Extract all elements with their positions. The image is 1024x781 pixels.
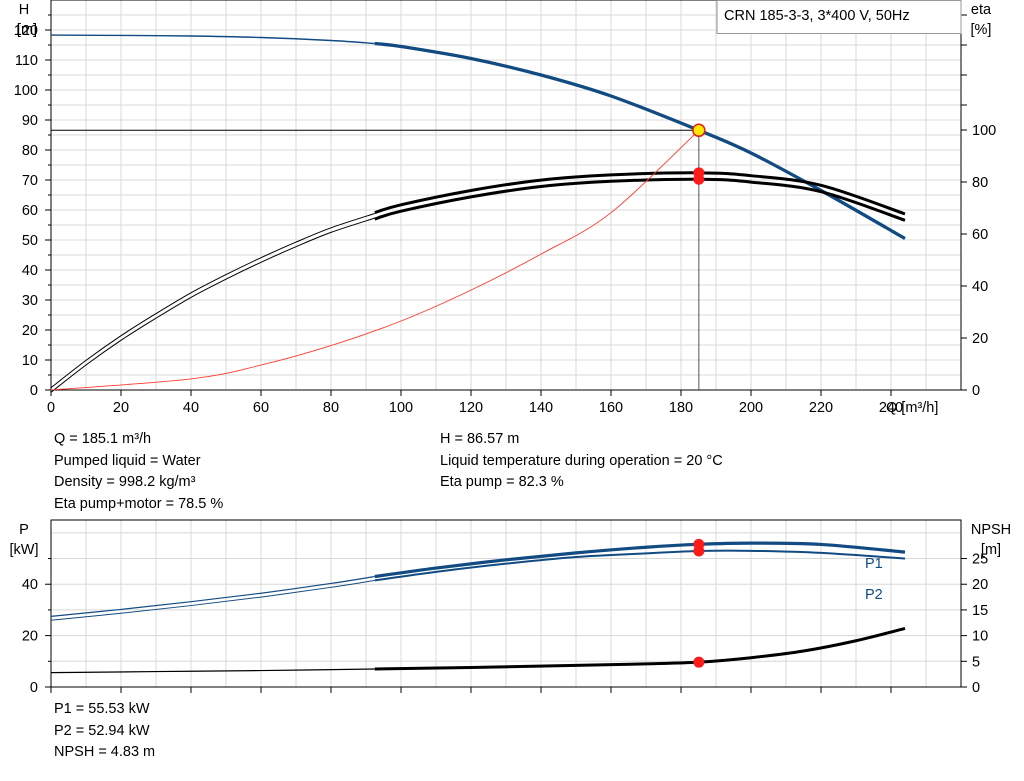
title-box-text: CRN 185-3-3, 3*400 V, 50Hz [724, 8, 910, 24]
x-tick-label: 60 [253, 400, 269, 416]
eta-axis-unit: [%] [971, 22, 992, 38]
x-tick-label: 240 [879, 400, 903, 416]
h-tick-label: 110 [15, 53, 38, 69]
duty-point [692, 123, 706, 138]
p2-curve-label: P2 [865, 587, 883, 603]
x-tick-label: 180 [669, 400, 693, 416]
h-tick-label: 90 [22, 113, 38, 129]
npsh-tick-label: 10 [972, 629, 988, 645]
info-npsh: NPSH = 4.83 m [54, 744, 156, 761]
npsh-axis-label: NPSH [971, 522, 1011, 538]
info-pumped-liquid: Pumped liquid = Water [54, 452, 201, 469]
info-q: Q = 185.1 m³/h [54, 431, 152, 447]
h-tick-label: 10 [22, 353, 38, 369]
info-density: Density = 998.2 kg/m³ [54, 474, 196, 491]
npsh-curve-thin [50, 668, 375, 674]
h-axis-unit: [m] [17, 22, 37, 38]
eta-pump-curve-thin [50, 217, 375, 393]
p1-curve-thin [50, 575, 375, 617]
h-tick-label: 120 [14, 23, 38, 39]
top-chart-markers [51, 123, 706, 390]
p1-curve [374, 541, 906, 579]
p-tick-label: 20 [22, 629, 38, 645]
eta-tick-label: 80 [972, 175, 988, 191]
x-tick-label: 140 [529, 400, 553, 416]
h-tick-label: 40 [22, 263, 38, 279]
eta-tick-label: 100 [972, 123, 996, 139]
x-tick-label: 220 [809, 400, 833, 416]
eta-tick-label: 0 [972, 383, 980, 399]
x-tick-label: 40 [183, 400, 199, 416]
bottom-chart-markers [693, 538, 705, 668]
system-curve [50, 129, 700, 391]
h-tick-label: 30 [22, 293, 38, 309]
eta-pump-curve [374, 177, 906, 222]
x-tick-label: 0 [47, 400, 55, 416]
npsh-duty-marker [693, 656, 705, 668]
x-tick-label: 160 [599, 400, 623, 416]
info-right: H = 86.57 m Liquid temperature during op… [440, 429, 723, 494]
head-curve [374, 41, 906, 240]
npsh-tick-label: 15 [972, 603, 988, 619]
info-p1: P1 = 55.53 kW [54, 701, 150, 717]
bottom-chart-ticks: 0 20 40 0 5 10 15 20 25 [22, 552, 988, 696]
bottom-chart-curves [50, 541, 906, 674]
eta-tick-label: 60 [972, 227, 988, 243]
h-tick-label: 50 [22, 233, 38, 249]
npsh-tick-label: 0 [972, 680, 980, 696]
npsh-axis-unit: [m] [981, 542, 1001, 558]
npsh-tick-label: 25 [972, 552, 988, 568]
p-axis-label: P [19, 522, 29, 538]
x-tick-label: 80 [323, 400, 339, 416]
eta-tick-label: 20 [972, 331, 988, 347]
info-eta-pump-motor: Eta pump+motor = 78.5 % [54, 496, 224, 513]
eta-pump-marker [693, 173, 705, 185]
bottom-chart: 0 20 40 0 5 10 15 20 25 P [kW] NPSH [m] P1 P2 [10, 519, 1011, 696]
title-box [716, 0, 962, 34]
h-tick-label: 0 [30, 383, 38, 399]
eta-axis-label: eta [971, 2, 992, 18]
eta-tick-label: 40 [972, 279, 988, 295]
bottom-chart-frame [50, 519, 962, 688]
npsh-tick-label: 20 [972, 577, 988, 593]
x-tick-label: 100 [389, 400, 413, 416]
top-chart-ticks: 0 20 40 60 80 100 120 140 160 180 200 220 2400102030… [14, 14, 996, 416]
p-tick-label: 40 [22, 577, 38, 593]
h-tick-label: 100 [14, 83, 38, 99]
eta-pump-motor-curve [374, 171, 906, 216]
info-eta-pump: Eta pump = 82.3 % [440, 474, 564, 491]
info-bottom: P1 = 55.53 kW P2 = 52.94 kW NPSH = 4.83 … [54, 699, 155, 764]
p2-duty-marker [693, 545, 705, 557]
info-h: H = 86.57 m [440, 431, 520, 447]
h-tick-label: 80 [22, 143, 38, 159]
h-tick-label: 20 [22, 323, 38, 339]
eta-pump-motor-curve-thin [50, 213, 375, 389]
info-liquid-temperature: Liquid temperature during operation = 20… [440, 452, 723, 469]
top-chart-curves [50, 34, 906, 393]
info-p2: P2 = 52.94 kW [54, 722, 150, 739]
p2-curve-thin [50, 579, 375, 621]
x-tick-label: 200 [739, 400, 763, 416]
q-axis-label: Q [m³/h] [886, 400, 938, 416]
x-tick-label: 120 [459, 400, 483, 416]
x-tick-label: 20 [113, 400, 129, 416]
p-axis-unit: [kW] [10, 542, 39, 558]
p1-curve-label: P1 [865, 556, 883, 572]
p2-curve [374, 549, 906, 582]
head-curve-thin [50, 34, 375, 45]
h-tick-label: 70 [22, 173, 38, 189]
info-left: Q = 185.1 m³/h Pumped liquid = Water Den… [54, 429, 223, 516]
npsh-tick-label: 5 [972, 654, 980, 670]
p-tick-label: 0 [30, 680, 38, 696]
top-chart: 0 20 40 60 80 100 120 140 160 180 200 220 2400102030… [14, 0, 996, 416]
top-chart-grid [51, 0, 961, 390]
npsh-curve [374, 626, 906, 671]
h-tick-label: 60 [22, 203, 38, 219]
h-axis-label: H [19, 2, 29, 18]
